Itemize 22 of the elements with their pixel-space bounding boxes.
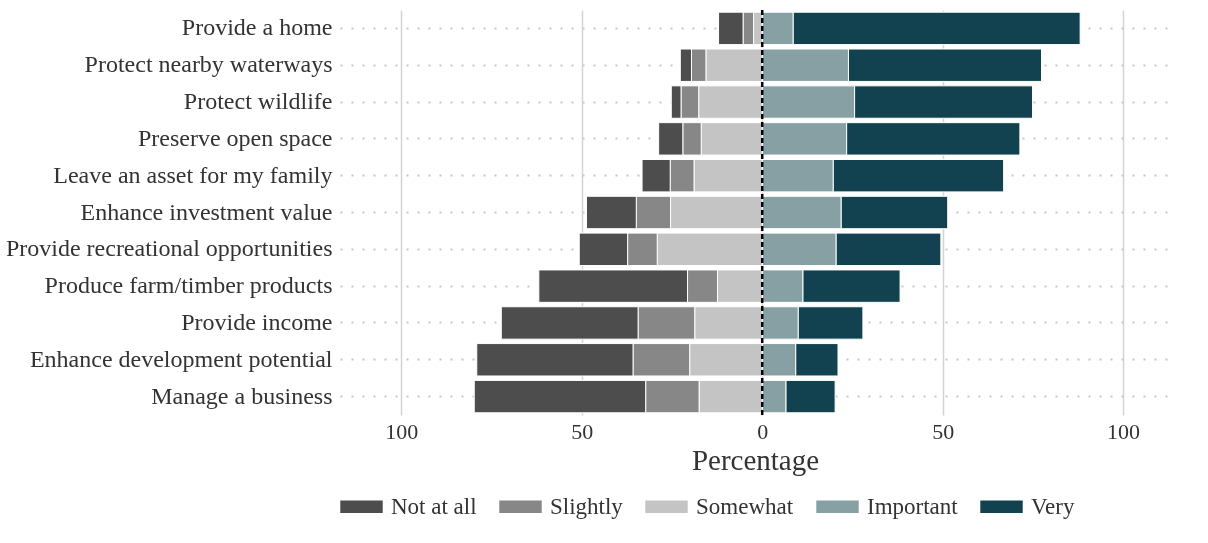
legend-label: Important <box>867 493 959 519</box>
y-tick-label: Produce farm/timber products <box>44 272 333 299</box>
x-tick-label: 50 <box>571 418 594 444</box>
x-tick-label: 50 <box>932 418 955 444</box>
x-tick-label: 100 <box>1107 418 1141 444</box>
y-tick-label: Protect nearby waterways <box>84 51 333 78</box>
y-tick-label: Preserve open space <box>137 124 333 151</box>
legend-label: Slightly <box>550 493 624 519</box>
y-tick-label: Manage a business <box>151 382 333 409</box>
y-tick-label: Enhance development potential <box>29 345 333 372</box>
y-tick-label: Leave an asset for my family <box>53 161 333 188</box>
legend-label: Somewhat <box>696 493 794 519</box>
y-tick-label: Provide a home <box>181 14 333 41</box>
y-tick-label: Provide income <box>181 308 333 335</box>
legend-label: Not at all <box>391 493 477 519</box>
y-tick-label: Provide recreational opportunities <box>5 235 333 262</box>
x-axis-title: Percentage <box>691 443 820 476</box>
x-tick-label: 100 <box>385 418 419 444</box>
legend-label: Very <box>1031 493 1075 519</box>
y-tick-label: Enhance investment value <box>80 198 333 225</box>
y-tick-label: Protect wildlife <box>183 88 333 115</box>
x-tick-label: 0 <box>757 418 769 444</box>
